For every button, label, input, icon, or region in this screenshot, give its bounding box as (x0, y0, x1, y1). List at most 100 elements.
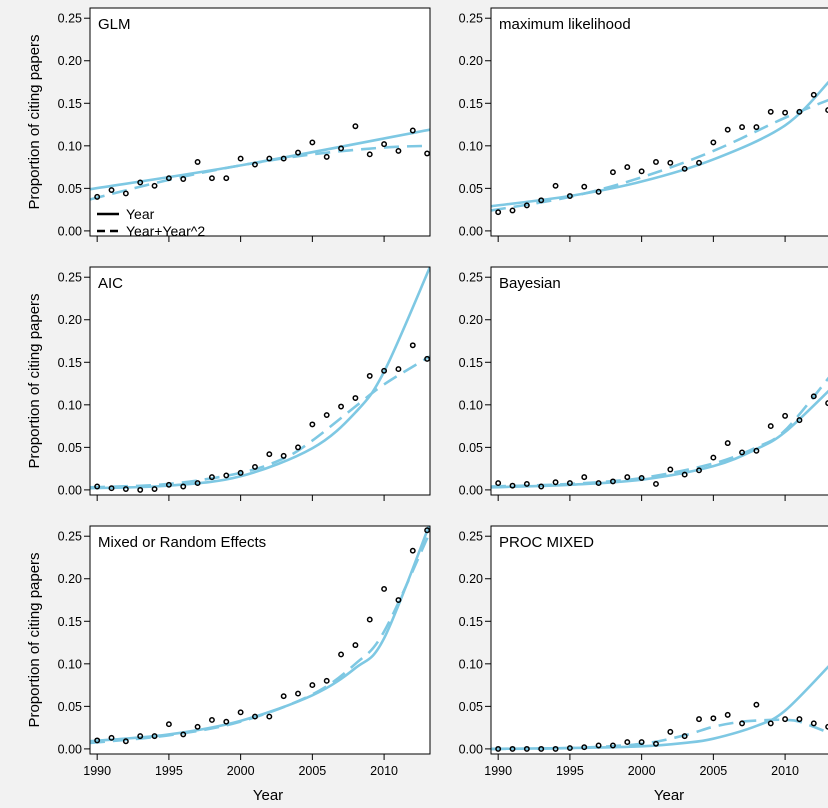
y-tick-label: 0.15 (58, 615, 82, 629)
plot-area (491, 267, 828, 495)
data-point (624, 164, 631, 171)
panel-proc-mixed: 0.00 0.05 0.10 0.15 0.20 0.25 1990 1995 2000 2005… (459, 525, 828, 804)
data-point (266, 155, 273, 162)
data-point (352, 123, 359, 130)
data-point (208, 717, 215, 723)
data-point (295, 149, 301, 156)
data-point (94, 193, 101, 200)
fit-line-year (90, 267, 430, 490)
data-point (280, 693, 287, 700)
panel-mixed-or-random-effects: 0.00 0.05 0.10 0.15 0.20 0.25 1990 1995 2000 2005… (26, 525, 431, 804)
plot-marks (90, 123, 430, 201)
data-point (782, 412, 789, 419)
data-point (595, 188, 602, 195)
data-point (194, 159, 201, 165)
data-point (509, 482, 516, 489)
plot-area (90, 267, 430, 495)
data-point (108, 187, 115, 194)
y-axis-title: Proportion of citing papers (26, 293, 43, 468)
data-point (266, 451, 273, 458)
data-point (609, 169, 616, 176)
data-point (753, 447, 760, 454)
fit-line-year-year2 (90, 144, 430, 201)
y-tick-label: 0.20 (58, 572, 82, 586)
y-tick-label: 0.25 (459, 12, 483, 26)
legend-label-year: Year (126, 206, 155, 222)
data-point (137, 733, 144, 740)
fit-line-year (90, 128, 430, 191)
data-point (395, 597, 402, 603)
y-tick-label: 0.00 (58, 483, 82, 497)
data-point (366, 151, 373, 158)
data-point (323, 677, 330, 684)
data-point (710, 715, 717, 722)
data-point (381, 586, 388, 592)
data-point (237, 469, 244, 476)
plot-marks (491, 665, 828, 752)
data-point (108, 734, 115, 741)
data-point (151, 486, 158, 492)
data-point (194, 723, 201, 730)
data-point (681, 471, 688, 478)
x-tick-label: 2000 (628, 764, 656, 778)
data-point (566, 745, 573, 751)
data-point (566, 480, 573, 487)
data-point (180, 176, 187, 182)
y-tick-label: 0.25 (58, 530, 82, 544)
data-point (94, 737, 101, 744)
panel-title: Bayesian (499, 275, 561, 292)
data-point (323, 412, 330, 418)
data-point (825, 400, 828, 407)
y-tick-label: 0.25 (58, 12, 82, 26)
y-tick-label: 0.05 (459, 182, 483, 196)
data-point (409, 547, 416, 554)
y-axis-title: Proportion of citing papers (26, 34, 43, 209)
data-point (366, 372, 373, 379)
data-point (424, 355, 430, 362)
data-point (122, 486, 129, 492)
data-point (309, 421, 316, 428)
data-point (724, 440, 731, 447)
y-tick-label: 0.00 (459, 224, 483, 238)
data-point (180, 483, 187, 490)
y-tick-label: 0.25 (459, 530, 483, 544)
data-point (266, 713, 273, 720)
x-axis-title: Year (253, 787, 283, 803)
fit-line-year-year2 (491, 718, 828, 751)
y-tick-label: 0.15 (459, 356, 483, 370)
data-point (180, 731, 187, 738)
y-tick-label: 0.20 (58, 313, 82, 327)
data-point (381, 367, 388, 374)
data-point (523, 202, 530, 209)
data-point (194, 480, 201, 487)
data-point (280, 155, 287, 162)
data-point (796, 716, 803, 723)
y-tick-label: 0.10 (58, 398, 82, 412)
x-tick-label: 2005 (699, 764, 727, 778)
y-tick-label: 0.20 (459, 572, 483, 586)
y-tick-label: 0.15 (58, 356, 82, 370)
panel-title: Mixed or Random Effects (98, 534, 266, 551)
data-point (208, 474, 215, 481)
y-tick-label: 0.20 (459, 313, 483, 327)
y-tick-label: 0.05 (58, 182, 82, 196)
panel-title: AIC (98, 275, 123, 292)
data-point (696, 716, 702, 723)
data-point (653, 159, 659, 165)
data-point (796, 108, 803, 115)
data-point (338, 145, 345, 152)
data-point (323, 153, 330, 160)
data-point (137, 486, 144, 493)
data-point (137, 179, 144, 186)
data-point (739, 449, 746, 456)
panel-aic: 0.00 0.05 0.10 0.15 0.20 0.25 AIC Proportion of… (26, 266, 431, 501)
y-tick-label: 0.00 (459, 742, 483, 756)
panel-title: PROC MIXED (499, 534, 594, 551)
data-point (825, 107, 828, 114)
y-tick-label: 0.10 (459, 398, 483, 412)
data-point (810, 91, 817, 98)
data-point (710, 454, 717, 461)
data-point (538, 745, 545, 752)
y-tick-label: 0.10 (58, 139, 82, 153)
data-point (366, 616, 373, 623)
